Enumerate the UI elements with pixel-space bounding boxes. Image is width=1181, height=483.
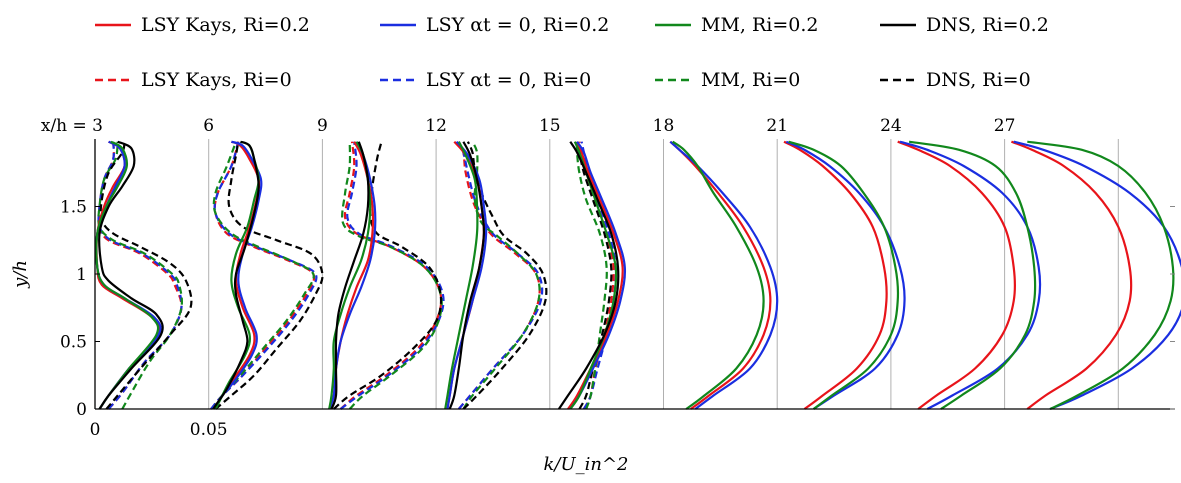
profile-line	[339, 141, 443, 410]
y-tick-label: 0.5	[60, 333, 87, 353]
station-label: x/h = 3	[41, 116, 103, 136]
station-label: 24	[880, 116, 902, 136]
legend: LSY Kays, Ri=0.2 LSY αt = 0, Ri=0.2 MM, Ri…	[95, 14, 1049, 91]
profile-line	[98, 140, 164, 410]
plot-frame: 0 0.5 1 1.5 0 0.05	[60, 139, 1175, 440]
station-label: 6	[203, 116, 214, 136]
y-axis-label: y/h	[10, 260, 31, 289]
profile-line	[899, 140, 1042, 410]
profile-line	[99, 141, 193, 410]
legend-entry: LSY Kays, Ri=0	[95, 69, 292, 91]
legend-label: MM, Ri=0	[701, 69, 800, 91]
profile-line	[444, 141, 479, 410]
profile-line	[339, 141, 445, 410]
profile-line	[448, 141, 486, 410]
station-label: 15	[539, 116, 561, 136]
legend-entry: MM, Ri=0.2	[655, 14, 819, 36]
profile-line	[671, 140, 765, 410]
profile-line	[669, 140, 772, 410]
x-axis-label: k/U_in^2	[543, 454, 628, 475]
profile-line	[341, 141, 443, 410]
legend-entry: LSY αt = 0, Ri=0.2	[380, 14, 609, 36]
x-tick-label: 0	[90, 420, 101, 440]
station-label: 21	[766, 116, 788, 136]
y-tick-label: 1	[76, 265, 87, 285]
station-panels: x/h = 3 6 9 12 15 18 21 24 27	[41, 116, 1119, 409]
profile-line	[908, 140, 1037, 410]
profile-line	[462, 141, 548, 410]
legend-entry: DNS, Ri=0	[880, 69, 1031, 91]
y-tick-label: 1.5	[60, 198, 87, 218]
legend-label: LSY Kays, Ri=0	[141, 69, 292, 91]
profile-line	[214, 141, 324, 410]
profile-line	[783, 140, 888, 410]
profile-line	[210, 141, 316, 410]
profile-curves	[95, 140, 1181, 411]
profile-line	[785, 140, 906, 410]
y-tick-label: 0	[76, 400, 87, 420]
legend-label: DNS, Ri=0	[926, 69, 1031, 91]
profile-line	[446, 140, 488, 410]
station-label: 12	[425, 116, 447, 136]
legend-entry: LSY Kays, Ri=0.2	[95, 14, 310, 36]
legend-label: LSY αt = 0, Ri=0.2	[426, 14, 609, 36]
profile-line	[330, 141, 370, 410]
legend-label: LSY αt = 0, Ri=0	[426, 69, 591, 91]
profile-line	[97, 141, 183, 410]
profile-line	[576, 141, 613, 410]
legend-label: MM, Ri=0.2	[701, 14, 819, 36]
profile-line	[569, 141, 627, 410]
profile-line	[1027, 140, 1175, 410]
x-tick-label: 0.05	[190, 420, 228, 440]
station-label: 9	[317, 116, 328, 136]
profile-line	[1013, 140, 1181, 411]
legend-entry: MM, Ri=0	[655, 69, 800, 91]
profile-line	[788, 140, 900, 410]
profile-line	[212, 141, 315, 410]
profile-line	[95, 140, 160, 410]
profile-line	[457, 141, 541, 410]
profile-line	[214, 140, 263, 410]
profile-line	[97, 141, 183, 410]
legend-entry: DNS, Ri=0.2	[880, 14, 1049, 36]
station-label: 27	[994, 116, 1016, 136]
station-label: 18	[653, 116, 675, 136]
profile-line	[578, 141, 615, 410]
profile-line	[1011, 140, 1133, 410]
legend-label: LSY Kays, Ri=0.2	[141, 14, 310, 36]
legend-entry: LSY αt = 0, Ri=0	[380, 69, 591, 91]
profile-line	[557, 141, 620, 410]
profile-line	[897, 140, 1017, 410]
legend-label: DNS, Ri=0.2	[926, 14, 1049, 36]
axis-labels: y/h k/U_in^2	[10, 260, 629, 475]
profile-line	[575, 141, 608, 410]
profile-line	[210, 141, 318, 410]
profile-line	[333, 141, 443, 410]
profile-line	[669, 140, 779, 410]
profile-line	[97, 141, 183, 410]
profile-line	[212, 140, 260, 410]
